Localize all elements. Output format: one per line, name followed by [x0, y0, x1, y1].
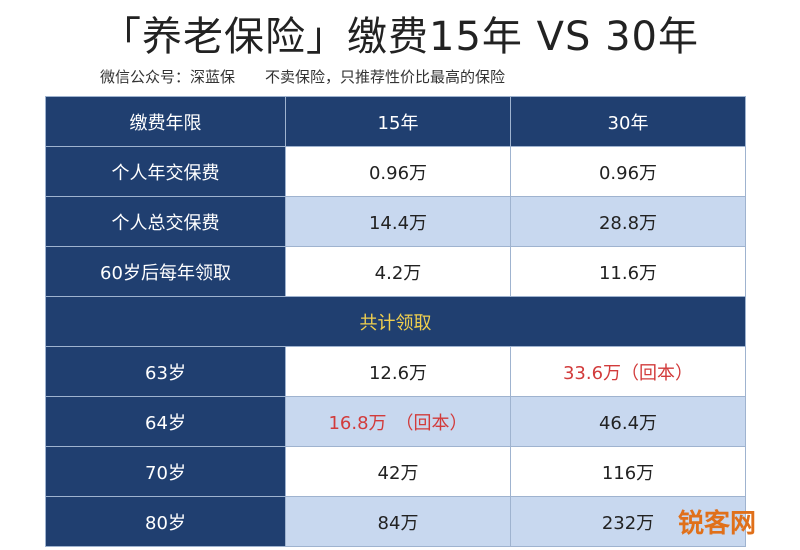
row: 70岁 42万 116万	[45, 446, 746, 497]
title: 「养老保险」缴费15年 VS 30年	[101, 14, 699, 60]
header-cell: 缴费年限	[45, 96, 286, 147]
row: 60岁后每年领取 4.2万 11.6万	[45, 246, 746, 297]
row-label: 个人总交保费	[45, 196, 286, 247]
row: 个人年交保费 0.96万 0.96万	[45, 146, 746, 197]
comparison-table: 缴费年限 15年 30年 个人年交保费 0.96万 0.96万 个人总交保费 1…	[45, 96, 746, 547]
row: 80岁 84万 232万	[45, 496, 746, 547]
cell: 0.96万	[510, 146, 746, 197]
cell: 28.8万	[510, 196, 746, 247]
cell: 16.8万 （回本）	[285, 396, 511, 447]
cell: 0.96万	[285, 146, 511, 197]
header-cell: 30年	[510, 96, 746, 147]
cell: 84万	[285, 496, 511, 547]
row: 64岁 16.8万 （回本） 46.4万	[45, 396, 746, 447]
header-row: 缴费年限 15年 30年	[45, 96, 746, 147]
cell: 14.4万	[285, 196, 511, 247]
cell: 116万	[510, 446, 746, 497]
watermark: 锐客网	[678, 509, 757, 539]
cell: 12.6万	[285, 346, 511, 397]
cell: 11.6万	[510, 246, 746, 297]
row-label: 63岁	[45, 346, 286, 397]
cell: 42万	[285, 446, 511, 497]
row-label: 个人年交保费	[45, 146, 286, 197]
cell: 232万	[510, 496, 746, 547]
section-row: 共计领取	[45, 296, 746, 347]
cell: 4.2万	[285, 246, 511, 297]
row: 63岁 12.6万 33.6万（回本）	[45, 346, 746, 397]
section-label: 共计领取	[45, 296, 746, 347]
row-label: 60岁后每年领取	[45, 246, 286, 297]
row-label: 64岁	[45, 396, 286, 447]
cell: 33.6万（回本）	[510, 346, 746, 397]
subtitle: 微信公众号：深蓝保 不卖保险，只推荐性价比最高的保险	[100, 68, 506, 86]
row-label: 80岁	[45, 496, 286, 547]
cell: 46.4万	[510, 396, 746, 447]
row-label: 70岁	[45, 446, 286, 497]
row: 个人总交保费 14.4万 28.8万	[45, 196, 746, 247]
header-cell: 15年	[285, 96, 511, 147]
